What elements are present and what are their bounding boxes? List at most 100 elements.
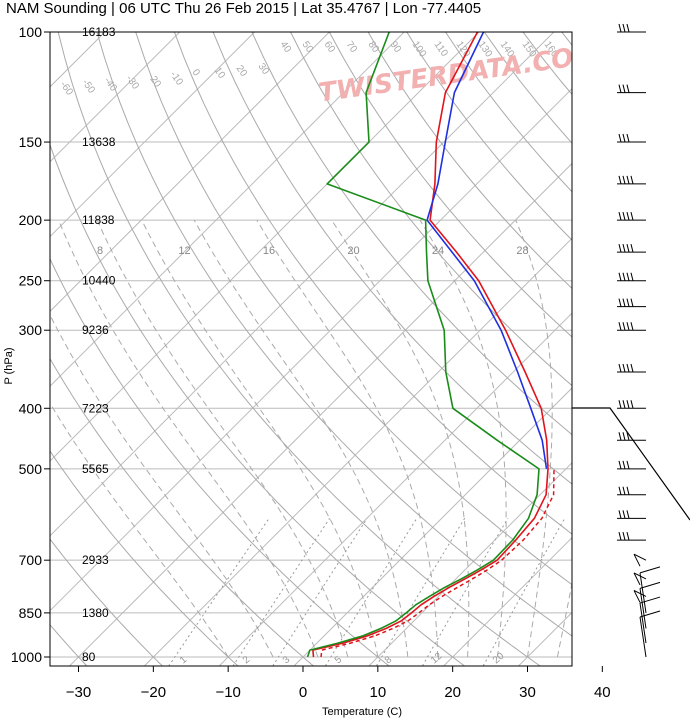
sounding-line-2 <box>426 32 548 470</box>
wind-barb <box>617 175 646 185</box>
wind-barb-staff <box>633 553 647 561</box>
height-label: 7223 <box>82 401 109 415</box>
wind-barb <box>633 553 647 567</box>
sounding-line-1 <box>312 32 549 658</box>
moist-adiabat <box>141 219 379 658</box>
wind-barb-feather <box>618 23 622 33</box>
moist-adiabat-label: 3 <box>281 654 293 666</box>
dry-adiabat-label: -40 <box>102 75 120 94</box>
wind-barb-feather <box>618 400 622 409</box>
dry-adiabat <box>57 32 541 666</box>
mixing-ratio-line <box>421 518 509 666</box>
wind-barb-staff <box>639 588 647 629</box>
wind-barb-feather <box>630 175 634 185</box>
isotherm-line <box>50 32 405 387</box>
mixing-ratio-label: 24 <box>432 245 444 257</box>
wind-barb-feather <box>622 531 626 541</box>
moist-adiabat-label: 1 <box>178 654 190 666</box>
wind-barb-feather <box>630 272 634 281</box>
y-tick-label: 500 <box>19 461 43 477</box>
dry-adiabat-label: -50 <box>80 77 98 96</box>
x-tick-label: 0 <box>299 684 307 701</box>
wind-barb-staff <box>639 572 647 613</box>
wind-barb-feather <box>626 486 630 495</box>
wind-barb-feather <box>622 460 626 469</box>
wind-barb <box>617 23 646 33</box>
isotherm-line <box>293 387 572 666</box>
dry-adiabat-label: 110 <box>432 39 450 59</box>
x-tick-label: −20 <box>141 684 166 701</box>
wind-barb <box>617 363 646 373</box>
dry-adiabat <box>212 32 572 485</box>
y-tick-label: 200 <box>19 212 43 228</box>
wind-barb-feather <box>622 400 626 409</box>
x-tick-label: 40 <box>594 684 611 701</box>
wind-barb-feather <box>630 243 634 253</box>
isotherm-line <box>50 32 181 163</box>
dry-adiabat-label: 40 <box>278 39 294 55</box>
wind-barb-feather <box>622 243 626 253</box>
mixing-ratio-line <box>324 518 418 666</box>
wind-barb <box>633 589 647 603</box>
y-tick-label: 700 <box>19 552 43 568</box>
wind-barb-feather <box>626 243 630 253</box>
wind-barb <box>617 460 646 470</box>
wind-barb-feather <box>622 212 626 221</box>
y-tick-label: 150 <box>19 134 43 150</box>
wind-barb <box>617 272 646 282</box>
dry-adiabat <box>50 624 88 666</box>
moist-adiabat <box>419 219 507 658</box>
dry-adiabat <box>50 143 466 666</box>
wind-barb <box>639 596 661 644</box>
wind-barb-feather <box>630 363 634 373</box>
y-tick-label: 300 <box>19 322 43 338</box>
wind-barb <box>617 322 646 331</box>
moist-adiabat <box>256 219 439 658</box>
wind-barb <box>617 400 646 409</box>
y-tick-label: 250 <box>19 273 43 289</box>
wind-barb <box>617 298 646 308</box>
moist-adiabat <box>96 219 349 658</box>
height-label: 10440 <box>82 274 116 288</box>
dry-adiabat-label: 80 <box>366 39 382 55</box>
wind-barb <box>639 610 661 658</box>
wind-barb-feather <box>618 212 622 221</box>
wind-barb-feather <box>618 322 622 331</box>
isotherm-line <box>68 162 572 666</box>
x-axis-title: Temperature (C) <box>322 706 402 718</box>
dry-adiabat-label: 90 <box>388 39 404 55</box>
wind-barb-flag <box>633 590 641 603</box>
dry-adiabat-label: 10 <box>212 65 228 81</box>
moist-adiabat <box>58 219 319 658</box>
isotherm-line <box>218 312 572 666</box>
wind-barb-feather <box>622 322 626 331</box>
mixing-ratio-line <box>375 518 466 666</box>
wind-barb-feather <box>622 363 626 373</box>
wind-barb-feather <box>622 272 626 281</box>
wind-barb-feather <box>622 298 626 307</box>
wind-barb-flag <box>639 566 661 574</box>
dry-adiabat <box>251 32 572 436</box>
moist-adiabat-label: 8 <box>383 654 395 666</box>
wind-barb-feather <box>626 400 630 409</box>
grid-labels: 8 12 16 20 24 28 321 2 3 5 8 12 20-60 -50 -40 -30 -20 -10… <box>58 39 561 666</box>
isotherm-line <box>368 462 572 666</box>
wind-barb-flag <box>639 596 661 604</box>
wind-barb-staff <box>633 589 647 597</box>
wind-barb-feather <box>618 486 622 495</box>
wind-barb-feather <box>618 272 622 281</box>
wind-barb <box>639 566 661 613</box>
dry-adiabat <box>50 257 390 666</box>
moist-adiabat-label: 5 <box>333 654 345 666</box>
wind-barb <box>617 84 646 94</box>
moist-adiabat-label: 12 <box>429 650 445 666</box>
isotherm-line <box>50 32 255 238</box>
wind-barb-feather <box>626 84 630 93</box>
moist-adiabat-label: 2 <box>241 654 253 666</box>
isotherm-line <box>50 87 572 612</box>
dry-adiabat-label: 30 <box>256 61 272 77</box>
moist-adiabat <box>331 219 470 658</box>
wind-barb-feather <box>622 486 626 495</box>
